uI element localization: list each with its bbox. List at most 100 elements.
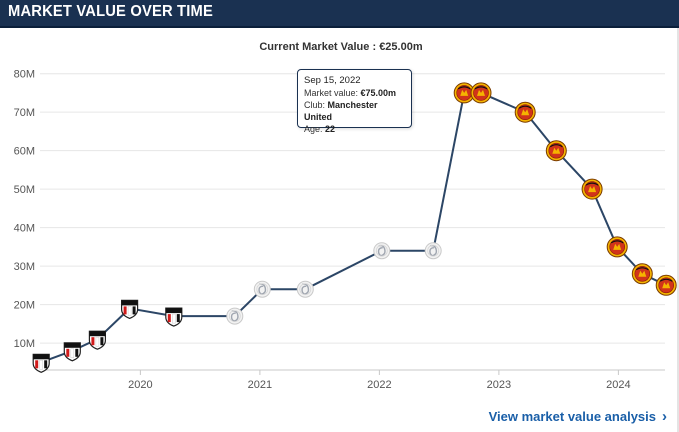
crest-stripe (123, 306, 127, 315)
y-tick-label: 60M (14, 146, 35, 158)
crest-devil (460, 89, 469, 96)
y-tick-label: 20M (14, 300, 35, 312)
crest-stripe (167, 314, 171, 323)
tooltip-club-value: Manchester United (304, 100, 378, 122)
tooltip-age-label: Age: (304, 124, 326, 134)
crest-devil (588, 186, 597, 193)
crest-ship (518, 105, 532, 109)
series-points (32, 82, 677, 373)
crest-ship (635, 267, 649, 271)
x-tick-label: 2021 (248, 379, 272, 391)
crest-ring (427, 244, 440, 257)
crest-ship (659, 278, 673, 282)
crest-stripe (91, 337, 95, 346)
crest-ship (457, 86, 471, 90)
data-point[interactable] (165, 307, 183, 327)
y-tick-label: 10M (14, 338, 35, 350)
crest-stripe (95, 336, 100, 347)
crest-devil (638, 270, 647, 277)
crest-profile (301, 283, 310, 295)
data-point[interactable] (226, 307, 244, 325)
subtitle-label: Current Market Value : (259, 41, 379, 53)
crest-devil (477, 89, 485, 96)
crest-ring (256, 283, 269, 296)
crest-band (121, 300, 138, 306)
crest-ship (549, 144, 563, 148)
x-tick-label: 2020 (128, 379, 152, 391)
x-tick-label: 2023 (487, 379, 511, 391)
data-point[interactable] (424, 242, 442, 260)
tooltip-date: Sep 15, 2022 (304, 75, 361, 86)
crest-profile (258, 283, 267, 295)
chart-canvas: Current Market Value : €25.00m 10M 20M 30M… (14, 41, 677, 391)
chart-tooltip: Sep 15, 2022 Market value: €75.00m Club:… (297, 69, 412, 134)
crest-stripe (176, 314, 180, 323)
tooltip-market-value-value: €75.00m (360, 88, 397, 98)
crest-ring (299, 283, 312, 296)
x-tick-label: 2022 (367, 379, 391, 391)
data-point[interactable] (581, 178, 603, 200)
data-point[interactable] (121, 299, 139, 320)
crest-stripe (66, 348, 70, 357)
section-title: MARKET VALUE OVER TIME (8, 3, 213, 20)
crest-devil (552, 147, 561, 154)
crest-band (89, 331, 106, 337)
data-point[interactable] (253, 280, 271, 298)
crest-ship (585, 182, 599, 186)
crest-stripe (44, 360, 48, 369)
tooltip-club-label: Club: (304, 100, 328, 110)
crest-ship (474, 86, 488, 90)
tooltip-market-value-label: Market value: (304, 88, 361, 98)
x-tick-label: 2024 (606, 379, 630, 391)
crest-band (64, 342, 81, 348)
data-point[interactable] (655, 274, 677, 296)
y-tick-label: 50M (14, 184, 35, 196)
crest-stripe (172, 313, 176, 324)
crest-devil (613, 243, 622, 250)
y-tick-label: 80M (14, 69, 35, 81)
crest-profile (230, 310, 239, 322)
y-tick-label: 40M (14, 223, 35, 235)
data-point[interactable] (606, 236, 628, 258)
chevron-right-icon: › (662, 408, 667, 425)
data-point[interactable] (470, 82, 492, 104)
panel-border (677, 28, 679, 432)
tooltip-age: Age: 22 (304, 123, 405, 135)
data-point[interactable] (32, 353, 50, 373)
crest-band (33, 354, 50, 360)
crest-profile (429, 244, 438, 257)
data-point[interactable] (631, 263, 653, 285)
market-value-chart: Current Market Value : €25.00m 10M 20M 30M… (0, 28, 679, 432)
crest-stripe (70, 348, 75, 359)
view-analysis-link[interactable]: View market value analysis › (489, 408, 667, 425)
chart-subtitle: Current Market Value : €25.00m (259, 41, 422, 53)
crest-band (165, 308, 182, 314)
crest-stripe (127, 306, 132, 316)
crest-ring (375, 244, 388, 257)
data-point[interactable] (296, 280, 314, 298)
data-point[interactable] (63, 342, 81, 362)
crest-stripe (75, 348, 79, 357)
crest-stripe (100, 337, 104, 346)
data-point[interactable] (545, 140, 567, 162)
crest-stripe (35, 360, 39, 369)
tooltip-market-value: Market value: €75.00m (304, 87, 405, 99)
data-point[interactable] (88, 330, 107, 350)
section-header: MARKET VALUE OVER TIME (0, 0, 679, 28)
tooltip-age-value: 22 (325, 124, 336, 134)
crest-devil (521, 109, 530, 116)
data-point[interactable] (373, 242, 391, 260)
crest-ship (610, 240, 624, 244)
view-analysis-label: View market value analysis (488, 409, 656, 424)
crest-devil (662, 282, 671, 289)
crest-stripe (39, 360, 43, 370)
y-tick-label: 30M (14, 261, 35, 273)
crest-ring (228, 310, 241, 323)
subtitle-value: €25.00m (379, 41, 423, 53)
tooltip-club: Club: Manchester United (304, 99, 405, 123)
crest-stripe (132, 306, 136, 315)
crest-profile (377, 244, 386, 257)
crest-inner (634, 266, 651, 282)
data-point[interactable] (514, 101, 536, 123)
y-tick-label: 70M (14, 107, 35, 119)
